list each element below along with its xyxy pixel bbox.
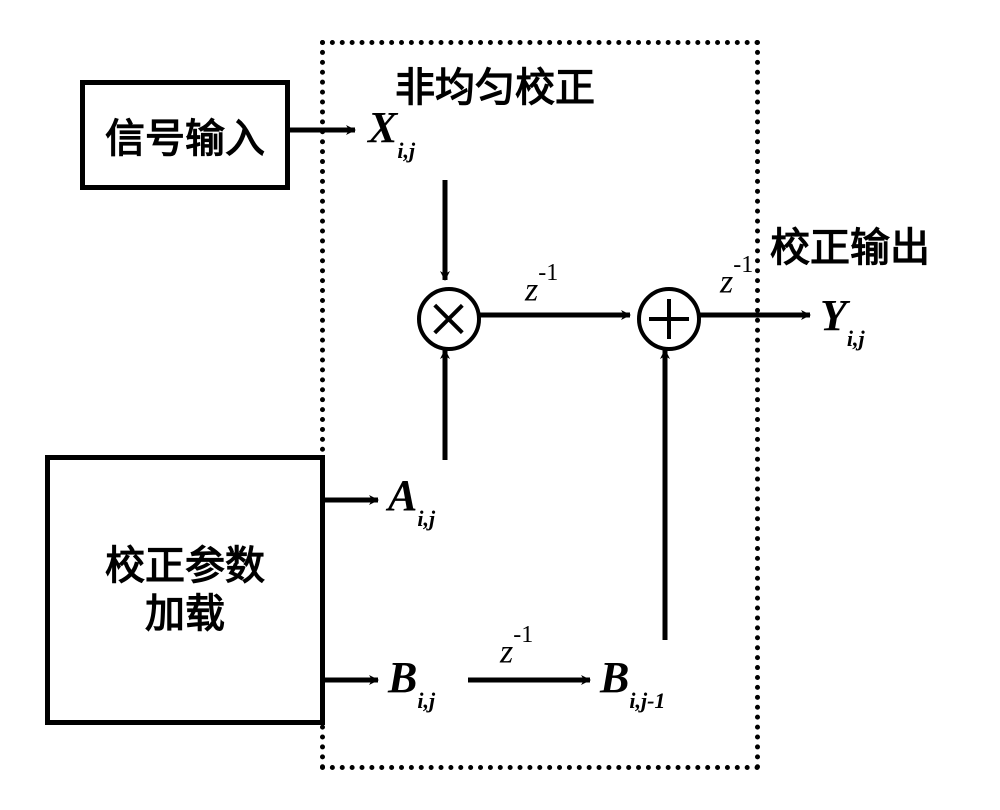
multiply-op [417,287,481,351]
z-delay-3: z-1 [500,630,533,671]
z-delay-3-sym: z [500,633,513,670]
var-X-sub: i,j [397,138,415,163]
var-A: Ai,j [388,470,435,526]
var-B-sub: i,j [417,688,435,713]
z-delay-2-sup: -1 [733,252,753,278]
signal-input-box: 信号输入 [80,80,290,190]
var-Y-sub: i,j [847,326,865,351]
var-Bdelay-sub: i,j-1 [629,688,665,713]
var-X: Xi,j [368,102,415,158]
param-load-label: 校正参数 加载 [105,542,265,638]
var-B: Bi,j [388,652,435,708]
var-X-sym: X [368,103,397,152]
var-B-sym: B [388,653,417,702]
var-Bdelay: Bi,j-1 [600,652,665,708]
nuc-title: 非均匀校正 [395,55,595,113]
z-delay-3-sup: -1 [513,622,533,648]
output-title: 校正输出 [770,215,930,273]
var-A-sub: i,j [417,506,435,531]
var-A-sym: A [388,471,417,520]
z-delay-2-sym: z [720,263,733,300]
param-load-box: 校正参数 加载 [45,455,325,725]
add-op [637,287,701,351]
z-delay-2: z-1 [720,260,753,301]
z-delay-1-sym: z [525,271,538,308]
z-delay-1-sup: -1 [538,260,558,286]
z-delay-1: z-1 [525,268,558,309]
var-Bdelay-sym: B [600,653,629,702]
diagram-canvas: 信号输入 校正参数 加载 非均匀校正 校正输出 Xi,j Ai,j Bi,j B… [0,0,1000,810]
var-Y-sym: Y [820,291,847,340]
var-Y: Yi,j [820,290,865,346]
signal-input-label: 信号输入 [105,106,265,164]
